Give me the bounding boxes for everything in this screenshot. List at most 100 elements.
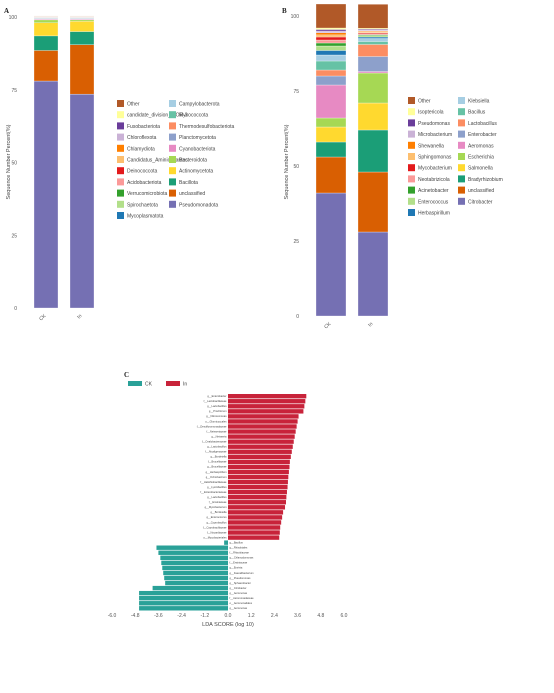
- chart-c-bar-5: [228, 419, 298, 424]
- chart-a-xtick-ck: CK: [38, 313, 48, 323]
- chart-b-bar-ck-klebsiella: [315, 54, 347, 62]
- chart-b-bar-ck-microbacterium: [315, 30, 347, 33]
- chart-c-bar-7: [228, 429, 296, 434]
- chart-b-bar-ck-escherichia: [315, 117, 347, 128]
- chart-b-legend-swatch-lactobacillus: [458, 119, 465, 127]
- chart-b-bar-ck-enterobacter: [315, 75, 347, 86]
- chart-c-bar-label-16: g__Ochrobactrum: [206, 475, 227, 479]
- chart-a-legend-label-verrucomicrobiota: Verrucomicrobiota: [127, 191, 168, 197]
- chart-c-bar-label-22: g__Mycobacterium: [205, 505, 227, 509]
- chart-c-bar-30: [156, 545, 228, 550]
- chart-a-legend-swatch-mycoplasmatota: [117, 212, 124, 219]
- chart-b-xtick-in: In: [367, 321, 374, 328]
- chart-b-ytick-25: 25: [293, 239, 299, 245]
- chart-b-bar-ck-isoptericola: [315, 27, 347, 30]
- chart-c-bar-40: [139, 596, 228, 601]
- chart-c-xtick-6-0: 6.0: [341, 613, 348, 619]
- chart-c-bar-label-31: f__Rhizobiaceae: [229, 551, 249, 555]
- chart-c-bar-35: [163, 570, 228, 576]
- chart-c-bar-label-30: g__Rhizobiales: [230, 546, 248, 550]
- chart-b-bar-ck-citrobacter: [315, 192, 347, 317]
- chart-c-bar-23: [228, 510, 284, 515]
- chart-b-legend-label-isoptericola: Isoptericola: [418, 110, 444, 116]
- chart-a-legend-swatch-thermodesulfobacteriota: [169, 122, 176, 130]
- chart-b-legend-swatch-unclassified: [458, 186, 465, 194]
- chart-a-legend-label-mycoplasmatota: Mycoplasmatota: [127, 214, 164, 220]
- chart-c-bar-31: [158, 550, 228, 555]
- chart-a-legend-label-acidobacteriota: Acidobacteriota: [127, 180, 162, 186]
- chart-b-bar-in-enterococcus: [357, 35, 389, 38]
- chart-c-bar-label-21: f__Erwiniaceae: [208, 500, 227, 504]
- chart-a-legend-label-unclassified: unclassified: [179, 191, 205, 197]
- chart-c-bar-24: [228, 515, 283, 520]
- chart-b-legend-label-salmonella: Salmonella: [468, 166, 493, 172]
- chart-a-legend-swatch-pseudomonadota: [169, 200, 176, 208]
- chart-b-legend-swatch-bradyrhizobium: [458, 175, 465, 183]
- chart-b-bar-ck-herbaspirillum: [315, 50, 347, 56]
- chart-c-bar-3: [228, 409, 304, 414]
- chart-a-ytick-50: 50: [11, 161, 17, 167]
- chart-a-bar-ck-bacillota: [33, 35, 59, 51]
- chart-b-bar-ck-sphingomonas: [315, 34, 347, 38]
- chart-c-bar-17: [228, 479, 288, 485]
- chart-a: Sequence Number Percent(%) 0 25 50 75 100 CK…: [6, 15, 235, 322]
- chart-c-bar-41: [139, 601, 228, 606]
- chart-b-legend-swatch-escherichia: [458, 153, 465, 160]
- chart-c-xtick-0-0: 0.0: [225, 613, 232, 619]
- chart-c-bar-39: [139, 590, 228, 596]
- chart-a-legend-swatch-unclassified: [169, 189, 176, 197]
- chart-b-legend-label-enterococcus: Enterococcus: [418, 199, 449, 205]
- chart-c-bar-8: [228, 434, 295, 439]
- chart-b-xtick-ck: CK: [323, 321, 333, 331]
- chart-b-legend-label-acinetobacter: Acinetobacter: [418, 188, 449, 194]
- chart-b-legend-label-neotabrizicola: Neotabrizicola: [418, 177, 450, 183]
- chart-c-legend-label-in: In: [183, 382, 187, 388]
- chart-c-x-ticks: -6.0 -4.8 -3.6 -2.4 -1.2 0.0 1.2 2.4 3.6 4.8 6.0: [108, 613, 348, 619]
- chart-b-legend-label-klebsiella: Klebsiella: [468, 99, 490, 105]
- chart-a-legend-label-bacillota: Bacillota: [179, 180, 198, 186]
- chart-b-legend-swatch-herbaspirillum: [408, 209, 415, 216]
- chart-c-bar-20: [228, 495, 287, 500]
- chart-a-legend-label-cyanobacteriota: Cyanobacteriota: [179, 146, 216, 152]
- chart-a-ytick-75: 75: [11, 88, 17, 94]
- chart-c-bar-16: [228, 474, 289, 480]
- chart-a-bar-ck-actinomycetota: [33, 22, 59, 37]
- chart-c-bar-34: [162, 565, 228, 571]
- chart-c-bar-label-29: g__Bacillus: [230, 540, 244, 544]
- chart-a-legend-swatch-myxococcota: [169, 111, 176, 119]
- chart-c-bar-0: [228, 394, 307, 399]
- chart-c-bar-label-10: g__Lactobacillus: [207, 445, 227, 449]
- chart-c-bar-label-37: g__Sphaerobacter: [230, 581, 251, 585]
- chart-a-bars: [33, 15, 95, 309]
- chart-b-bar-in-salmonella: [357, 102, 389, 131]
- chart-b-ytick-75: 75: [293, 89, 299, 95]
- chart-a-legend-swatch-bacillota: [169, 178, 176, 186]
- chart-c-xtick-2-4: 2.4: [271, 613, 278, 619]
- chart-c: CK In g__Enterobacterf__Lactobacillaceaeg…: [108, 381, 348, 628]
- panel-label-a: A: [4, 7, 9, 15]
- chart-b-bar-ck-neotabrizicola: [315, 39, 347, 44]
- chart-a-legend-swatch-candidatus-aminicenantes: [117, 156, 124, 163]
- chart-b-ytick-0: 0: [296, 314, 299, 320]
- chart-c-bar-label-6: f__Desulfuromonadaceae: [197, 424, 228, 428]
- chart-b-legend-swatch-aeromonas: [458, 141, 465, 149]
- chart-c-bar-label-26: f__Coprobacillaceae: [203, 525, 227, 529]
- chart-c-bar-label-13: f__Brucellaceae: [208, 460, 227, 464]
- chart-c-bar-label-1: f__Lactobacillaceae: [203, 399, 227, 403]
- chart-a-bar-ck-bacteroidota: [33, 19, 59, 23]
- chart-a-legend-swatch-verrucomicrobiota: [117, 189, 124, 197]
- chart-c-bar-13: [228, 459, 290, 465]
- chart-b-bar-ck-mycobacterium: [315, 36, 347, 41]
- chart-c-bar-label-24: g__Enterococcus: [206, 515, 227, 519]
- chart-c-bar-33: [161, 560, 228, 566]
- chart-a-legend-swatch-deinococcota: [117, 167, 124, 175]
- chart-a-legend-swatch-spirochaetota: [117, 200, 124, 208]
- chart-b-ytick-100: 100: [291, 14, 300, 20]
- chart-b-legend-label-lactobacillus: Lactobacillus: [468, 121, 497, 127]
- chart-b-bar-ck-acinetobacter: [315, 42, 347, 47]
- chart-b-legend-label-mycobacterium: Mycobacterium: [418, 166, 452, 172]
- chart-b-legend-swatch-acinetobacter: [408, 186, 415, 194]
- chart-c-bar-26: [228, 525, 281, 530]
- chart-b-bar-ck-pseudomonas: [315, 29, 347, 32]
